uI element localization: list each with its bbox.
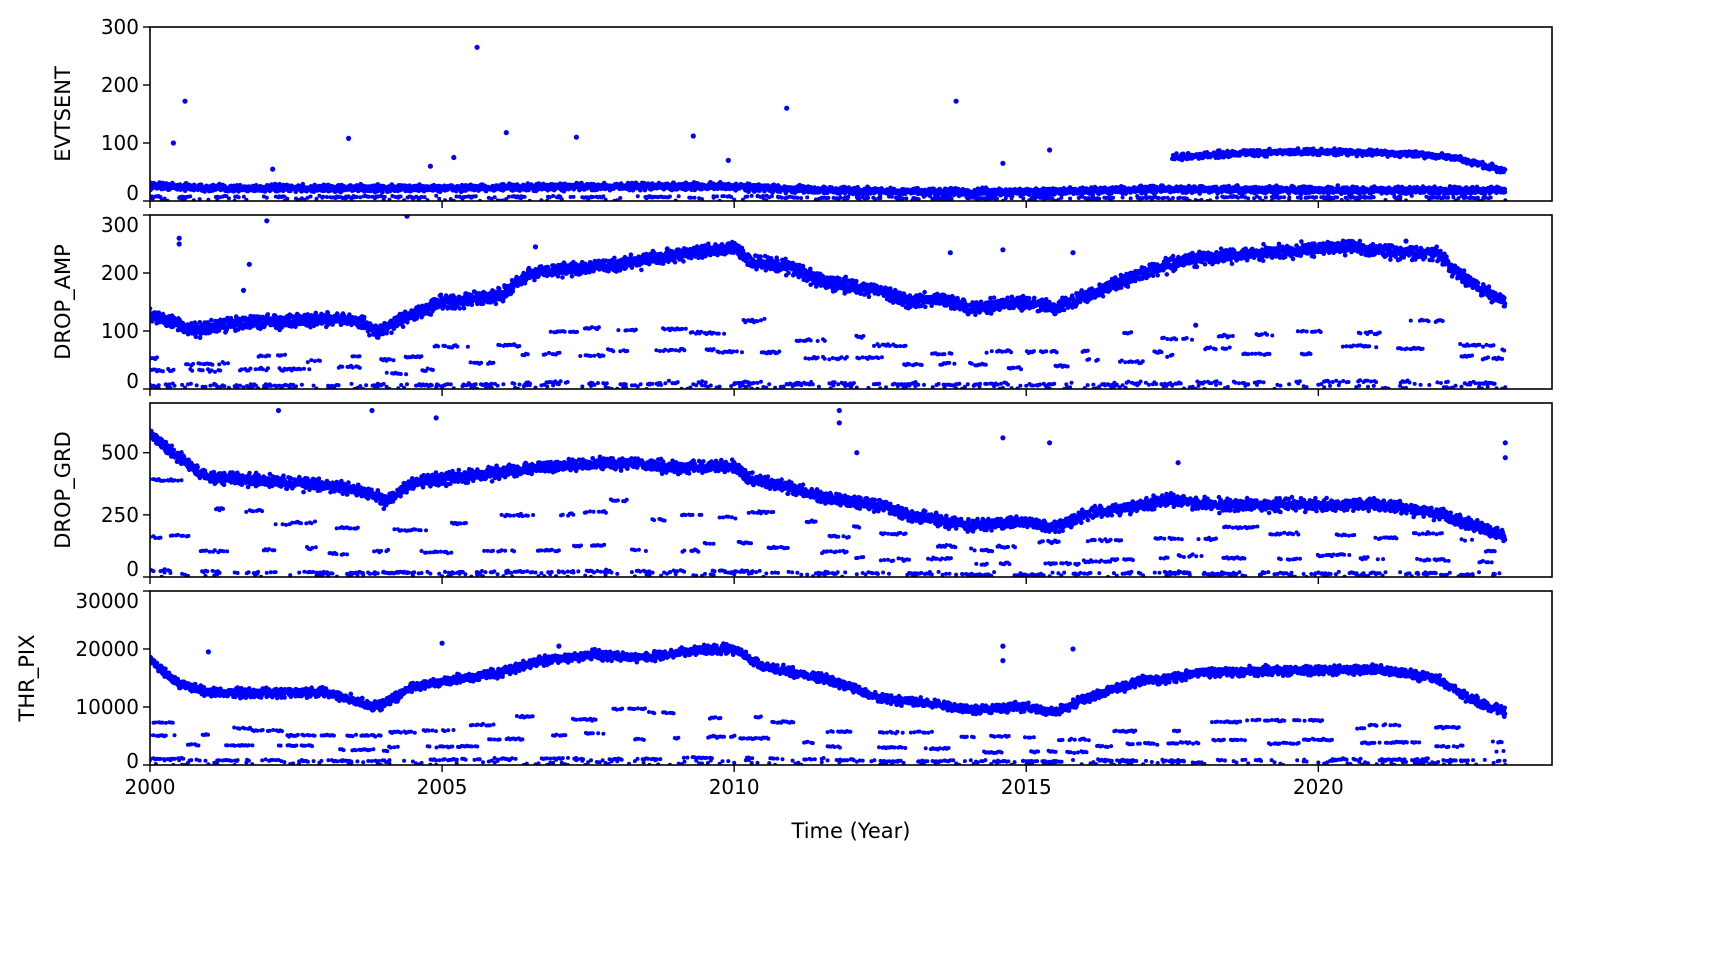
- data-point: [1279, 195, 1283, 199]
- data-point: [601, 194, 605, 198]
- data-point: [434, 194, 438, 198]
- data-point: [557, 194, 561, 198]
- data-point: [157, 194, 161, 198]
- data-point: [265, 196, 269, 200]
- data-point: [474, 194, 478, 198]
- data-point: [780, 196, 784, 200]
- data-point: [347, 194, 351, 198]
- data-point: [839, 196, 843, 200]
- data-point: [279, 195, 283, 199]
- data-point: [750, 194, 754, 198]
- data-point: [745, 195, 749, 199]
- data-point: [650, 195, 654, 199]
- data-point: [689, 196, 693, 200]
- data-point: [722, 194, 726, 198]
- data-points: [148, 45, 1508, 203]
- data-point: [309, 195, 313, 199]
- data-point: [794, 196, 798, 200]
- data-point: [1282, 195, 1286, 199]
- data-point: [776, 195, 780, 199]
- data-point: [1307, 195, 1311, 199]
- data-point: [519, 196, 523, 200]
- data-point: [1314, 195, 1318, 199]
- data-point: [904, 196, 908, 200]
- data-point: [469, 196, 473, 200]
- data-point: [396, 196, 400, 200]
- data-point: [668, 195, 672, 199]
- data-point: [866, 196, 870, 200]
- data-point: [218, 195, 222, 199]
- data-point: [767, 195, 771, 199]
- data-point: [320, 196, 324, 200]
- data-point: [423, 195, 427, 199]
- data-point: [805, 195, 809, 199]
- data-point: [379, 194, 383, 198]
- data-point: [1171, 196, 1175, 200]
- data-point: [1162, 196, 1166, 200]
- data-point: [367, 195, 371, 199]
- data-point: [572, 195, 576, 199]
- data-point: [967, 196, 971, 200]
- data-point: [677, 194, 681, 198]
- data-point: [1335, 195, 1339, 199]
- data-point: [188, 194, 192, 198]
- data-point: [1503, 190, 1508, 195]
- data-point: [227, 196, 231, 200]
- data-point: [325, 195, 329, 199]
- data-point: [315, 197, 319, 201]
- data-point: [1178, 196, 1182, 200]
- data-point: [353, 195, 357, 199]
- data-point: [1446, 196, 1450, 200]
- data-point: [523, 195, 527, 199]
- data-point: [183, 197, 187, 201]
- data-point: [493, 195, 497, 199]
- data-point: [618, 196, 622, 200]
- data-point: [358, 195, 362, 199]
- data-point: [151, 196, 155, 200]
- data-point: [1503, 167, 1508, 172]
- data-point: [799, 196, 803, 200]
- data-point: [1157, 196, 1161, 200]
- data-point: [826, 196, 830, 200]
- data-point: [551, 194, 555, 198]
- data-point: [1215, 196, 1219, 200]
- data-point: [712, 196, 716, 200]
- data-point: [636, 194, 640, 198]
- data-point: [693, 196, 697, 200]
- data-point: [589, 195, 593, 199]
- data-point: [390, 194, 394, 198]
- data-point: [335, 194, 339, 198]
- data-point: [237, 195, 241, 199]
- data-point: [285, 197, 289, 201]
- data-point: [1129, 196, 1133, 200]
- data-point: [437, 197, 441, 201]
